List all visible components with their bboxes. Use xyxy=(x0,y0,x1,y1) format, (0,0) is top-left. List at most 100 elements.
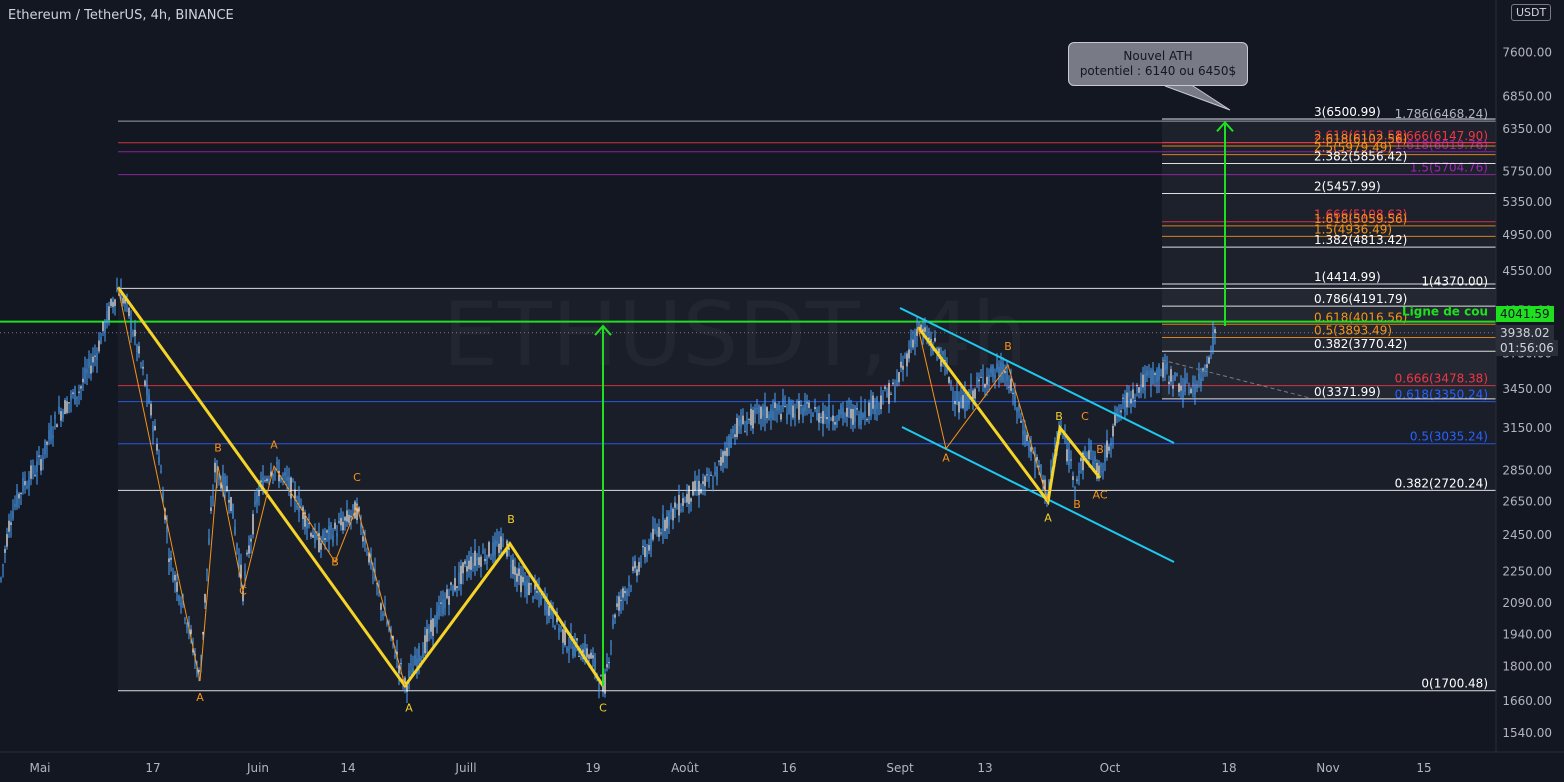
candle-body xyxy=(202,631,204,635)
candle-body xyxy=(476,557,478,561)
candle-body xyxy=(270,471,272,477)
candle-body xyxy=(744,431,746,433)
candle-body xyxy=(90,365,92,374)
candle-body xyxy=(1108,446,1110,451)
candle-body xyxy=(74,386,76,404)
wave-label: C xyxy=(599,701,607,714)
fib-right-label: 2.5(5979.49) xyxy=(1314,141,1392,155)
candle-body xyxy=(32,465,34,474)
candle-body xyxy=(1084,451,1086,458)
currency-selector[interactable]: USDT xyxy=(1511,4,1552,21)
candle-body xyxy=(1214,329,1216,334)
candle-body xyxy=(390,626,392,634)
subwave-left[interactable] xyxy=(117,287,406,686)
candle-body xyxy=(274,469,276,474)
candle-body xyxy=(816,409,818,421)
fib-left-label: 1.666(6147.90) xyxy=(1395,129,1488,143)
candle-body xyxy=(178,596,180,602)
candle-body xyxy=(1200,378,1202,387)
candle-body xyxy=(948,377,950,383)
candle-body xyxy=(204,593,206,603)
candle-body xyxy=(662,514,664,532)
candle-body xyxy=(892,382,894,385)
candle-body xyxy=(648,544,650,551)
candle-body xyxy=(154,425,156,431)
candle-body xyxy=(860,408,862,425)
candle-body xyxy=(1146,370,1148,376)
candle-body xyxy=(1102,470,1104,473)
candle-body xyxy=(440,602,442,604)
candle-body xyxy=(890,393,892,395)
candle-body xyxy=(256,495,258,503)
candle-body xyxy=(102,321,104,332)
ath-annotation[interactable]: Nouvel ATH potentiel : 6140 ou 6450$ xyxy=(1068,42,1248,86)
candle-body xyxy=(728,436,730,449)
candle-body xyxy=(1032,451,1034,454)
candle-body xyxy=(1002,363,1004,383)
candle-body xyxy=(232,503,234,519)
candle-body xyxy=(20,492,22,494)
channel-lower[interactable] xyxy=(901,426,1175,563)
candle-body xyxy=(496,540,498,544)
candle-body xyxy=(898,372,900,383)
candle-body xyxy=(954,401,956,405)
candle-body xyxy=(128,307,130,317)
candle-body xyxy=(650,534,652,550)
candle-body xyxy=(404,677,406,684)
candle-body xyxy=(416,658,418,671)
candle-body xyxy=(350,515,352,518)
fib-right-label: 2.618(6102.56) xyxy=(1314,132,1407,146)
wave-label: C xyxy=(1081,410,1089,423)
candle-body xyxy=(656,530,658,535)
candle-body xyxy=(1138,387,1140,393)
candle-body xyxy=(98,340,100,352)
candle-body xyxy=(290,477,292,499)
channel-upper[interactable] xyxy=(899,307,1175,444)
candle-body xyxy=(368,552,370,563)
candle-body xyxy=(1154,373,1156,375)
candle-body xyxy=(1196,384,1198,389)
time-tick-label: 14 xyxy=(340,761,355,775)
candle-body xyxy=(826,417,828,420)
candle-body xyxy=(730,436,732,448)
candle-body xyxy=(518,568,520,576)
candle-body xyxy=(1116,408,1118,415)
candle-body xyxy=(706,474,708,476)
candle-body xyxy=(210,507,212,511)
candle-body xyxy=(34,474,36,476)
candle-body xyxy=(166,527,168,533)
candle-body xyxy=(738,419,740,427)
candle-body xyxy=(1004,371,1006,374)
fib-zone-left xyxy=(118,288,1498,691)
subwave-right[interactable] xyxy=(917,326,1049,502)
candle-body xyxy=(14,503,16,507)
price-tick-label: 2450.00 xyxy=(1502,528,1552,542)
candle-body xyxy=(414,655,416,665)
candle-body xyxy=(828,404,830,424)
candle-body xyxy=(294,489,296,501)
candle-body xyxy=(292,481,294,483)
candle-body xyxy=(2,564,4,567)
fib-left-label: 0.5(3035.24) xyxy=(1410,430,1488,444)
elliott-wave-right[interactable] xyxy=(916,326,1102,506)
candle-body xyxy=(318,533,320,553)
candle-body xyxy=(820,416,822,418)
elliott-wave-main[interactable] xyxy=(116,286,605,689)
candle-body xyxy=(10,522,12,526)
candle-body xyxy=(478,557,480,566)
candle-body xyxy=(1104,449,1106,462)
candle-body xyxy=(1080,457,1082,462)
candle-body xyxy=(278,470,280,482)
candle-body xyxy=(398,665,400,674)
candle-body xyxy=(708,476,710,482)
candle-body xyxy=(1036,457,1038,461)
candle-body xyxy=(424,635,426,654)
fib-left-label: 0.618(3350.24) xyxy=(1395,388,1488,402)
candle-body xyxy=(562,629,564,643)
price-tick-label: 3450.00 xyxy=(1502,382,1552,396)
candle-body xyxy=(756,408,758,410)
candle-body xyxy=(48,430,50,440)
candle-body xyxy=(774,402,776,409)
